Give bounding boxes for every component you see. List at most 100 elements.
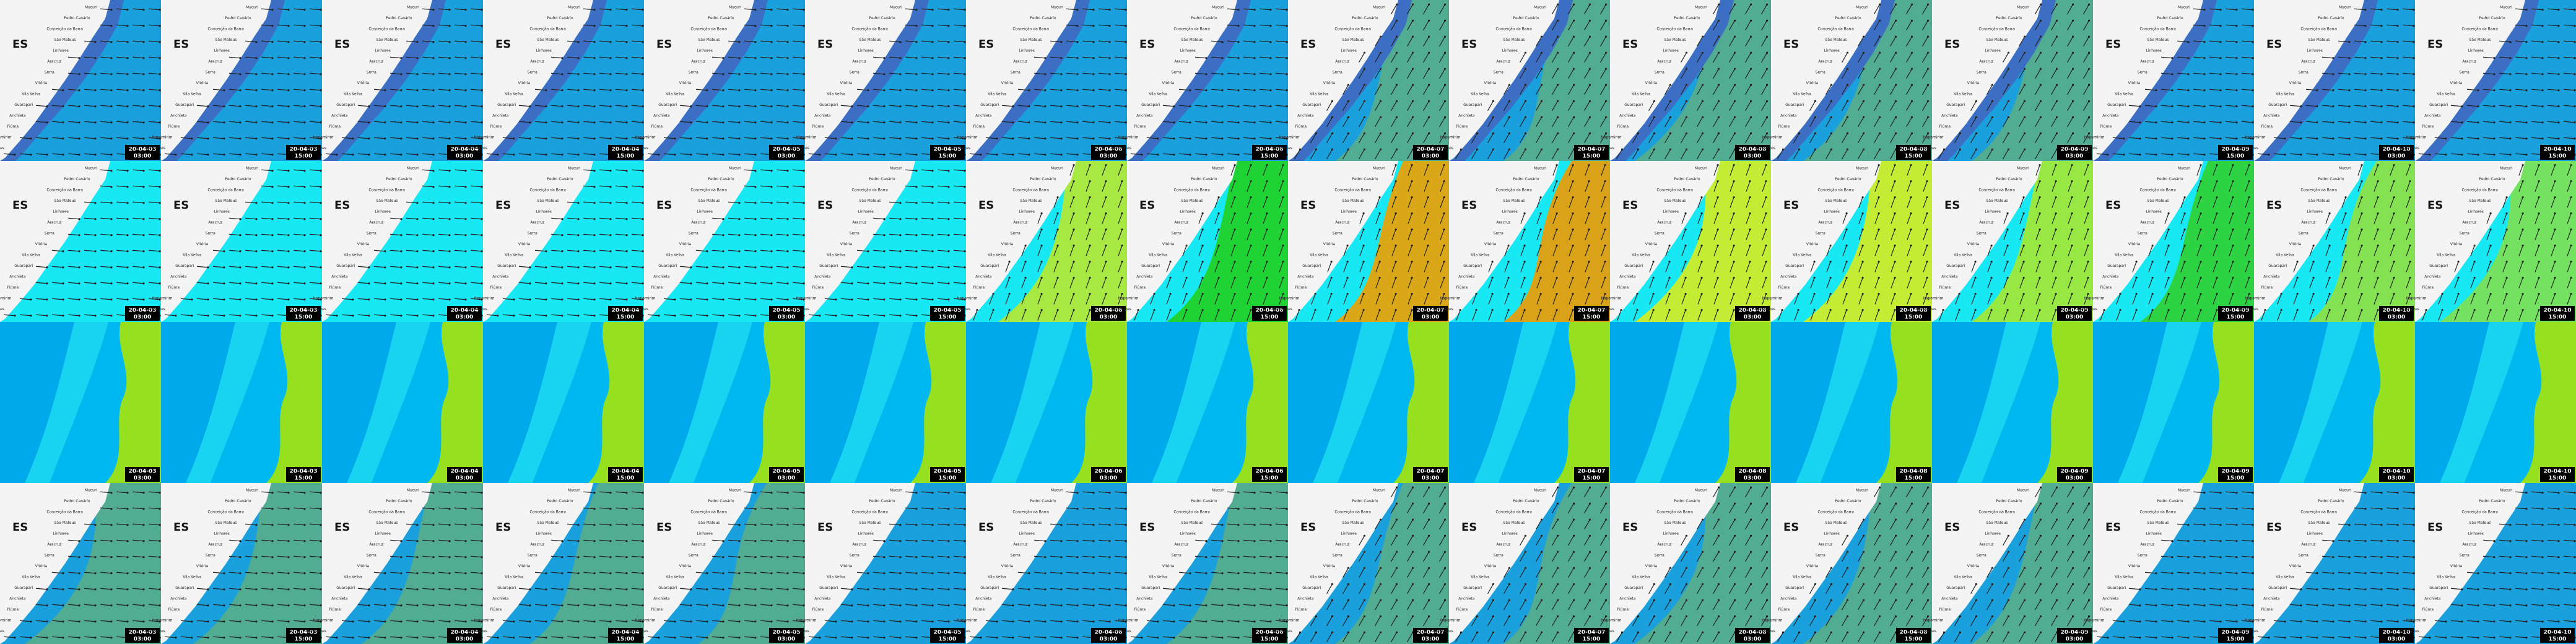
- wind-arrow: [1730, 165, 1734, 176]
- wind-arrow: [2531, 89, 2543, 91]
- wind-arrow: [1760, 68, 1768, 79]
- wind-arrow: [2418, 153, 2430, 155]
- arrow-head: [851, 105, 853, 108]
- wind-arrow: [1874, 310, 1879, 321]
- arrow-head: [1524, 100, 1527, 102]
- wind-arrow: [905, 105, 917, 107]
- wind-arrow: [2535, 310, 2539, 321]
- wind-arrow: [67, 56, 80, 59]
- arrow-head: [1910, 100, 1913, 102]
- place-label: Linhares: [2468, 210, 2483, 214]
- wind-arrow: [2502, 245, 2507, 256]
- arrow-head: [1363, 148, 1366, 150]
- arrow-head: [706, 250, 708, 253]
- wind-arrow: [454, 298, 466, 300]
- arrow-head: [2087, 244, 2089, 247]
- wind-arrow: [1406, 84, 1414, 95]
- arrow-head: [2200, 244, 2202, 247]
- timestamp-time: 03:00: [1744, 315, 1762, 321]
- arrow-head: [1073, 180, 1075, 183]
- arrow-head: [1974, 292, 1977, 295]
- arrow-head: [1717, 212, 1719, 215]
- arrow-head: [142, 186, 145, 188]
- arrow-head: [1269, 73, 1272, 76]
- timestamp-date: 20-04-06: [1094, 147, 1122, 153]
- arrow-head: [2554, 228, 2556, 231]
- wind-arrow: [1874, 181, 1879, 192]
- wind-arrow: [937, 266, 949, 268]
- arrow-head: [2280, 292, 2282, 295]
- arrow-head: [2171, 73, 2174, 76]
- arrow-head: [1733, 163, 1735, 167]
- wind-arrow: [1263, 294, 1268, 305]
- arrow-head: [1314, 292, 1316, 295]
- wind-arrow: [2402, 56, 2414, 59]
- wind-arrow: [180, 137, 193, 139]
- arrow-head: [481, 170, 483, 172]
- wind-arrow: [2499, 89, 2511, 91]
- place-label: Anchieta: [1619, 114, 1636, 118]
- wind-arrow: [1762, 213, 1767, 224]
- wind-arrow: [1681, 310, 1686, 321]
- arrow-head: [2139, 154, 2141, 156]
- wind-arrow: [2502, 310, 2507, 321]
- wind-arrow: [2100, 310, 2105, 321]
- wind-arrow: [1858, 197, 1863, 208]
- place-label: Anchieta: [814, 275, 831, 279]
- arrow-head: [2039, 180, 2041, 183]
- arrow-head: [786, 202, 789, 204]
- wind-arrow: [711, 89, 724, 91]
- place-label: Itapemirim: [957, 136, 978, 140]
- wind-arrow: [792, 56, 804, 59]
- arrow-head: [2505, 292, 2508, 295]
- wind-arrow: [905, 40, 917, 43]
- arrow-head: [1379, 116, 1382, 118]
- wind-arrow: [2160, 105, 2173, 107]
- wind-arrow: [1198, 245, 1203, 256]
- arrow-head: [642, 41, 644, 43]
- wind-arrow: [2209, 89, 2221, 91]
- arrow-head: [992, 292, 994, 295]
- arrow-head: [593, 57, 596, 59]
- arrow-head: [94, 298, 97, 301]
- arrow-head: [2409, 212, 2411, 215]
- arrow-head: [690, 137, 692, 140]
- wind-arrow: [373, 298, 386, 300]
- wind-arrow: [164, 314, 176, 316]
- arrow-head: [1073, 260, 1075, 263]
- wind-arrow: [1552, 261, 1557, 272]
- wind-arrow: [1311, 310, 1316, 321]
- place-label: Guarapari: [497, 264, 516, 268]
- wind-arrow: [695, 137, 708, 139]
- wind-arrow: [905, 8, 917, 11]
- arrow-head: [2377, 212, 2379, 215]
- arrow-head: [384, 154, 386, 156]
- arrow-head: [1539, 244, 1542, 247]
- arrow-head: [2509, 105, 2512, 108]
- wind-arrow: [1842, 245, 1847, 256]
- wind-arrow: [1987, 310, 1992, 321]
- arrow-head: [835, 298, 837, 301]
- wind-arrow: [1873, 149, 1881, 160]
- wind-arrow: [2563, 8, 2575, 11]
- arrow-head: [2525, 73, 2528, 76]
- wind-arrow: [293, 169, 305, 172]
- arrow-head: [2232, 228, 2234, 231]
- wind-arrow: [309, 8, 321, 11]
- wind-arrow: [1873, 133, 1881, 144]
- arrow-head: [625, 41, 628, 43]
- place-label: São Mateus: [54, 199, 76, 203]
- wind-arrow: [2229, 165, 2234, 176]
- arrow-head: [2232, 292, 2234, 295]
- arrow-head: [2071, 180, 2073, 183]
- arrow-head: [1125, 137, 1127, 140]
- wind-arrow: [2547, 8, 2559, 11]
- arrow-head: [915, 315, 918, 317]
- arrow-head: [1217, 308, 1220, 311]
- arrow-head: [2200, 180, 2202, 183]
- arrow-head: [529, 137, 531, 140]
- wind-arrow: [309, 217, 321, 220]
- arrow-head: [706, 89, 708, 92]
- wind-arrow: [422, 250, 434, 252]
- wind-arrow: [921, 250, 933, 252]
